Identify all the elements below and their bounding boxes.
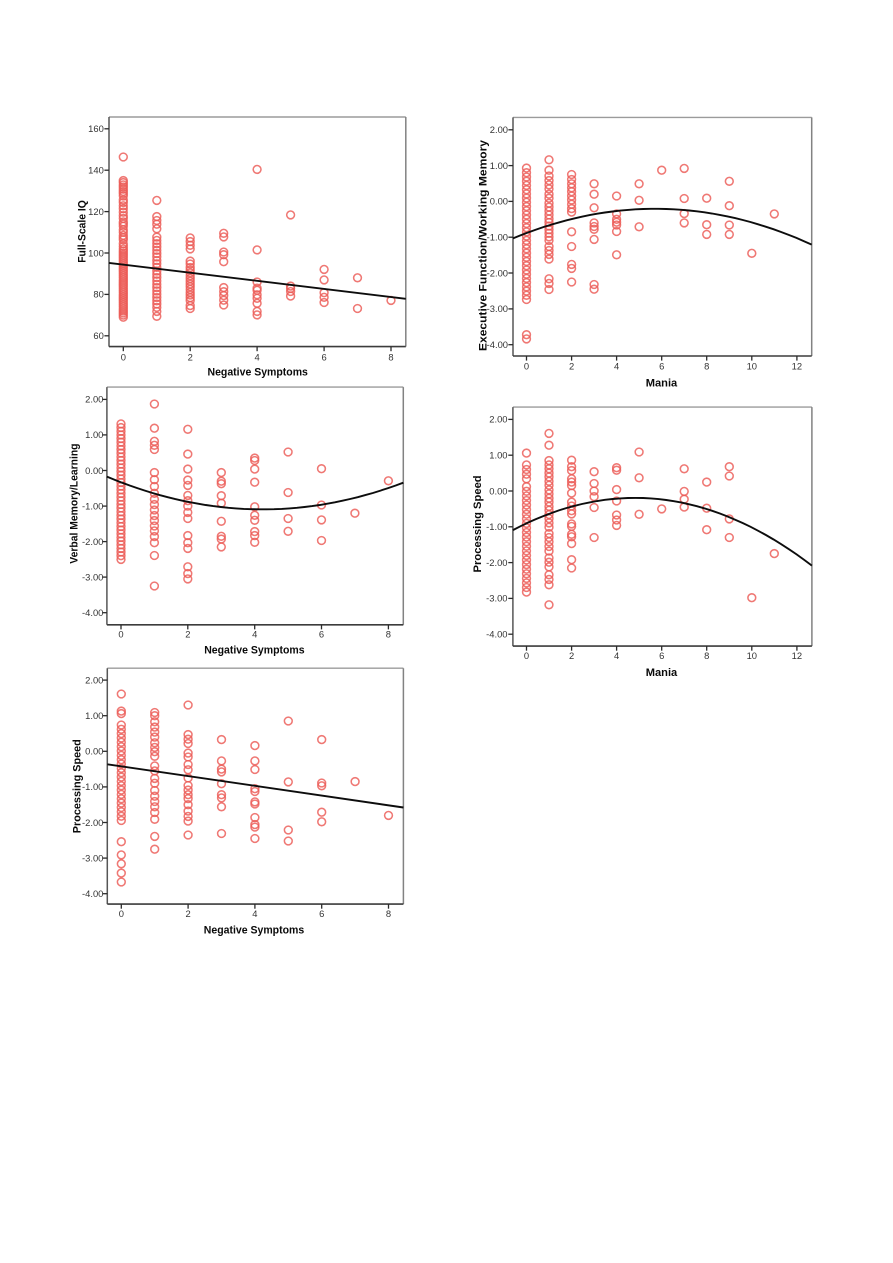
svg-text:6: 6	[319, 908, 324, 919]
svg-text:0: 0	[524, 361, 529, 372]
svg-text:-4.00: -4.00	[486, 629, 507, 640]
svg-text:0.00: 0.00	[85, 465, 103, 476]
svg-text:8: 8	[386, 908, 391, 919]
svg-text:4: 4	[252, 908, 257, 919]
svg-text:4: 4	[614, 361, 619, 372]
svg-text:2.00: 2.00	[85, 394, 103, 405]
svg-text:12: 12	[792, 650, 802, 661]
svg-text:-4.00: -4.00	[82, 607, 103, 618]
svg-text:6: 6	[659, 361, 664, 372]
svg-text:60: 60	[93, 330, 103, 341]
svg-text:160: 160	[88, 123, 104, 134]
svg-text:Mania: Mania	[646, 377, 678, 389]
svg-text:10: 10	[747, 361, 757, 372]
svg-text:2.00: 2.00	[489, 414, 507, 425]
svg-text:Executive Function/Working Mem: Executive Function/Working Memory	[477, 139, 489, 351]
svg-text:Negative Symptoms: Negative Symptoms	[204, 645, 304, 657]
svg-text:-2.00: -2.00	[82, 536, 103, 547]
svg-text:-3.00: -3.00	[486, 593, 507, 604]
svg-text:8: 8	[704, 650, 709, 661]
svg-text:Verbal Memory/Learning: Verbal Memory/Learning	[69, 444, 81, 564]
svg-text:-3.00: -3.00	[82, 571, 103, 582]
svg-text:0: 0	[524, 650, 529, 661]
svg-text:-1.00: -1.00	[82, 500, 103, 511]
svg-text:2.00: 2.00	[85, 674, 103, 685]
svg-text:2: 2	[569, 361, 574, 372]
svg-text:0: 0	[118, 628, 123, 639]
svg-text:2: 2	[188, 351, 193, 362]
svg-text:-1.00: -1.00	[486, 521, 507, 532]
svg-text:-1.00: -1.00	[487, 232, 508, 243]
svg-text:Processing Speed: Processing Speed	[72, 739, 84, 833]
svg-text:1.00: 1.00	[490, 160, 508, 171]
svg-text:6: 6	[321, 351, 326, 362]
svg-text:-4.00: -4.00	[487, 339, 508, 350]
svg-text:0: 0	[121, 351, 126, 362]
svg-text:80: 80	[93, 289, 103, 300]
svg-text:8: 8	[704, 361, 709, 372]
svg-text:0: 0	[119, 908, 124, 919]
svg-text:-4.00: -4.00	[82, 888, 103, 899]
svg-text:2: 2	[569, 650, 574, 661]
svg-text:Mania: Mania	[646, 667, 678, 679]
svg-text:100: 100	[88, 247, 104, 258]
svg-text:12: 12	[792, 361, 802, 372]
svg-text:6: 6	[659, 650, 664, 661]
svg-text:-2.00: -2.00	[82, 817, 103, 828]
svg-text:120: 120	[88, 206, 104, 217]
svg-text:1.00: 1.00	[85, 710, 103, 721]
svg-text:0.00: 0.00	[489, 485, 507, 496]
svg-text:4: 4	[614, 650, 619, 661]
svg-text:Negative Symptoms: Negative Symptoms	[204, 925, 304, 937]
svg-text:0.00: 0.00	[85, 746, 103, 757]
svg-text:-3.00: -3.00	[487, 303, 508, 314]
svg-text:10: 10	[747, 650, 757, 661]
svg-text:4: 4	[252, 628, 257, 639]
svg-text:2: 2	[185, 628, 190, 639]
svg-text:140: 140	[88, 165, 104, 176]
svg-text:2: 2	[185, 908, 190, 919]
svg-text:-2.00: -2.00	[486, 557, 507, 568]
svg-text:4: 4	[254, 351, 259, 362]
svg-text:8: 8	[386, 628, 391, 639]
svg-text:-3.00: -3.00	[82, 852, 103, 863]
svg-text:0.00: 0.00	[490, 196, 508, 207]
svg-text:1.00: 1.00	[85, 429, 103, 440]
svg-text:-2.00: -2.00	[487, 267, 508, 278]
svg-text:Negative Symptoms: Negative Symptoms	[208, 367, 308, 379]
svg-text:-1.00: -1.00	[82, 781, 103, 792]
svg-text:2.00: 2.00	[490, 124, 508, 135]
svg-text:8: 8	[388, 351, 393, 362]
svg-text:6: 6	[319, 628, 324, 639]
svg-text:Processing Speed: Processing Speed	[472, 475, 484, 572]
svg-text:1.00: 1.00	[489, 450, 507, 461]
svg-text:Full-Scale IQ: Full-Scale IQ	[76, 200, 88, 263]
